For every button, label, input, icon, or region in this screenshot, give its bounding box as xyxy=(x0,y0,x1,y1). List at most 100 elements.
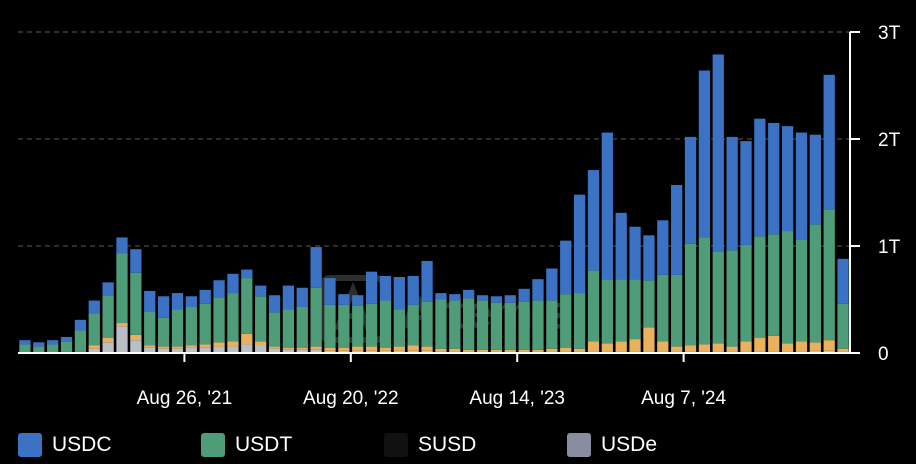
bar-segment-usdc[interactable] xyxy=(213,280,225,298)
bar-segment-usdc[interactable] xyxy=(671,185,683,275)
bar-segment-usdt[interactable] xyxy=(282,309,295,348)
bar-segment-other[interactable] xyxy=(449,348,461,352)
bar-segment-usdt[interactable] xyxy=(504,302,516,350)
bar-segment-usdc[interactable] xyxy=(407,275,419,305)
bar-segment-usdc[interactable] xyxy=(795,132,808,240)
bar-segment-other[interactable] xyxy=(490,349,503,352)
bar-segment-usdt[interactable] xyxy=(407,304,419,346)
bar-segment-other[interactable] xyxy=(296,347,308,350)
bar-segment-other[interactable] xyxy=(615,341,627,352)
bar-segment-usdt[interactable] xyxy=(421,301,433,347)
bar-segment-other[interactable] xyxy=(684,345,697,352)
bar-segment-usdt[interactable] xyxy=(546,300,558,349)
bar-segment-usdt[interactable] xyxy=(435,299,447,349)
bar-segment-usdt[interactable] xyxy=(227,293,239,342)
bar-segment-usdt[interactable] xyxy=(171,309,184,347)
bar-segment-usdc[interactable] xyxy=(171,293,184,310)
bar-segment-usde[interactable] xyxy=(268,348,281,353)
bar-segment-usdc[interactable] xyxy=(352,295,364,306)
bar-segment-other[interactable] xyxy=(310,346,322,350)
bar-segment-usdt[interactable] xyxy=(379,300,392,348)
bar-segment-usde[interactable] xyxy=(241,344,253,353)
bar-segment-usdc[interactable] xyxy=(144,290,156,312)
bar-segment-usde[interactable] xyxy=(338,350,350,353)
bar-segment-other[interactable] xyxy=(268,346,281,349)
bar-segment-usdc[interactable] xyxy=(296,287,308,307)
bar-segment-usdt[interactable] xyxy=(19,344,31,353)
bar-segment-other[interactable] xyxy=(185,345,197,348)
bar-segment-usdt[interactable] xyxy=(365,303,378,347)
bar-segment-usdt[interactable] xyxy=(490,302,503,350)
bar-segment-usdc[interactable] xyxy=(768,122,780,235)
bar-segment-usdt[interactable] xyxy=(532,300,544,350)
bar-segment-usdc[interactable] xyxy=(74,319,87,331)
bar-segment-usdc[interactable] xyxy=(629,226,641,280)
bar-segment-other[interactable] xyxy=(504,349,516,352)
bar-segment-usdt[interactable] xyxy=(781,231,794,344)
bar-segment-usdc[interactable] xyxy=(754,118,766,237)
bar-segment-usdt[interactable] xyxy=(587,270,600,342)
bar-segment-usdt[interactable] xyxy=(573,293,586,349)
bar-segment-other[interactable] xyxy=(712,343,724,352)
bar-segment-usdt[interactable] xyxy=(144,311,156,346)
bar-segment-usdc[interactable] xyxy=(421,260,433,302)
bar-segment-other[interactable] xyxy=(546,348,558,352)
bar-segment-usde[interactable] xyxy=(310,349,322,353)
bar-segment-usdc[interactable] xyxy=(532,279,544,301)
bar-segment-usde[interactable] xyxy=(227,346,239,353)
bar-segment-usdt[interactable] xyxy=(255,296,267,342)
bar-segment-usdc[interactable] xyxy=(88,300,100,314)
bar-segment-usdt[interactable] xyxy=(684,243,697,346)
bar-segment-other[interactable] xyxy=(365,346,378,351)
legend-item-usde[interactable]: USDe xyxy=(567,433,750,457)
bar-segment-usdc[interactable] xyxy=(546,268,558,301)
bar-segment-usdt[interactable] xyxy=(671,274,683,347)
bar-segment-usdt[interactable] xyxy=(518,301,530,350)
bar-segment-other[interactable] xyxy=(837,348,849,352)
bar-segment-usdc[interactable] xyxy=(60,336,73,342)
bar-segment-usdt[interactable] xyxy=(60,341,73,352)
bar-segment-usde[interactable] xyxy=(421,350,433,353)
bar-segment-usdc[interactable] xyxy=(837,258,849,304)
bar-segment-usde[interactable] xyxy=(393,350,405,353)
bar-segment-other[interactable] xyxy=(130,334,142,341)
legend-item-susd[interactable]: SUSD xyxy=(384,433,567,457)
bar-segment-usdc[interactable] xyxy=(781,126,794,232)
bar-segment-other[interactable] xyxy=(338,347,350,351)
bar-segment-usdc[interactable] xyxy=(19,340,31,345)
bar-segment-usdt[interactable] xyxy=(726,250,738,347)
bar-segment-usdc[interactable] xyxy=(449,294,461,301)
legend-item-usdt[interactable]: USDT xyxy=(201,433,384,457)
bar-segment-usde[interactable] xyxy=(809,350,821,353)
bar-segment-usdt[interactable] xyxy=(837,303,849,349)
bar-segment-usdc[interactable] xyxy=(809,134,821,225)
bar-segment-usdt[interactable] xyxy=(102,295,114,339)
bar-segment-usdc[interactable] xyxy=(698,70,711,238)
bar-segment-usdc[interactable] xyxy=(199,289,211,304)
bar-segment-usdt[interactable] xyxy=(823,209,835,341)
bar-segment-usdc[interactable] xyxy=(116,237,128,254)
bar-segment-other[interactable] xyxy=(476,349,489,352)
bar-segment-usdt[interactable] xyxy=(241,278,253,334)
bar-segment-other[interactable] xyxy=(726,346,738,352)
bar-segment-usde[interactable] xyxy=(407,350,419,353)
bar-segment-usdt[interactable] xyxy=(449,300,461,349)
bar-segment-usdc[interactable] xyxy=(615,212,627,280)
bar-segment-usdt[interactable] xyxy=(768,234,780,336)
bar-segment-usdt[interactable] xyxy=(643,280,655,328)
bar-segment-usde[interactable] xyxy=(130,340,142,353)
bar-segment-usdt[interactable] xyxy=(393,309,405,347)
bar-segment-usdc[interactable] xyxy=(310,247,322,288)
bar-segment-usdc[interactable] xyxy=(393,277,405,310)
bar-segment-usdt[interactable] xyxy=(740,244,752,342)
bar-segment-usdc[interactable] xyxy=(268,295,281,313)
bar-segment-usdt[interactable] xyxy=(629,279,641,340)
bar-segment-usdc[interactable] xyxy=(573,194,586,294)
bar-segment-usdt[interactable] xyxy=(116,253,128,324)
bar-segment-other[interactable] xyxy=(435,348,447,352)
bar-segment-usdc[interactable] xyxy=(643,235,655,281)
bar-segment-other[interactable] xyxy=(352,346,364,351)
bar-segment-other[interactable] xyxy=(754,338,766,352)
bar-segment-usdc[interactable] xyxy=(241,269,253,279)
bar-segment-other[interactable] xyxy=(171,346,184,349)
